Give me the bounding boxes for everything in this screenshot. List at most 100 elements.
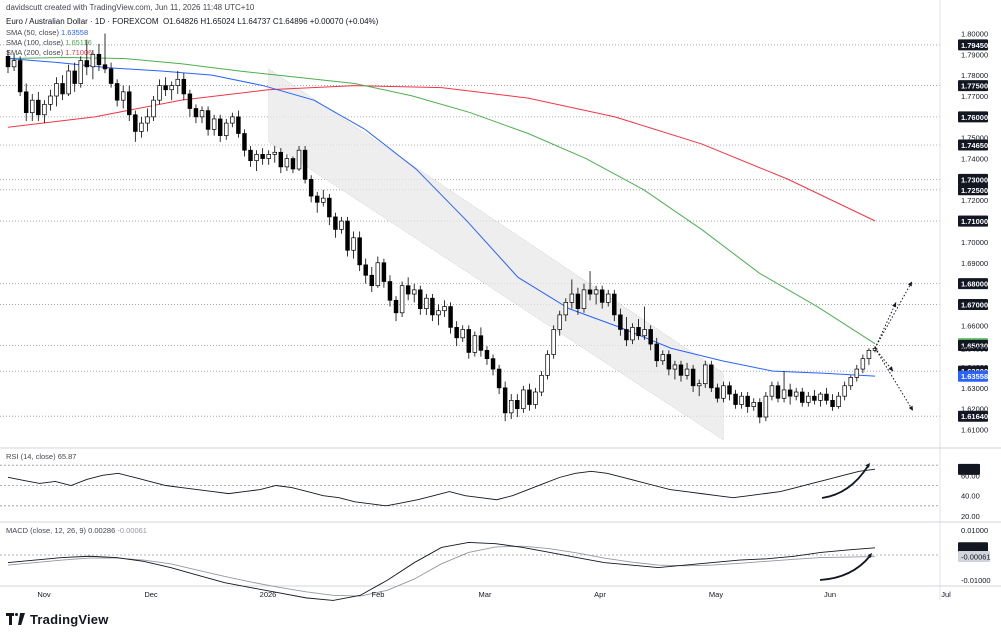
price-tag-1.68000: 1.68000 <box>958 278 988 290</box>
macd-line <box>7 541 876 601</box>
price-tick-label: 1.79000 <box>961 50 988 59</box>
macd-value: 0.00286 <box>88 526 116 535</box>
candle-body <box>217 118 223 136</box>
candle <box>120 85 126 109</box>
sma100-legend[interactable]: SMA (100, close) 1.65116 <box>6 38 92 47</box>
price-tag-1.63558: 1.63558 <box>958 370 988 382</box>
candle-body <box>721 385 726 399</box>
tradingview-logo-text: TradingView <box>30 612 109 627</box>
macd-legend[interactable]: MACD (close, 12, 26, 9) 0.00286 -0.00061 <box>6 526 147 535</box>
price-tag-text: 1.65030 <box>961 342 988 351</box>
candle <box>703 360 708 388</box>
candle <box>460 325 465 342</box>
candle-body <box>248 149 253 161</box>
candle <box>508 394 514 420</box>
candle <box>424 294 429 315</box>
time-label-feb: Feb <box>372 590 385 599</box>
candle <box>175 70 180 94</box>
candle-body <box>436 310 441 316</box>
candle <box>569 279 575 309</box>
candle-body <box>575 293 581 309</box>
candle-body <box>854 368 860 378</box>
candle <box>575 287 581 315</box>
sma200-legend[interactable]: SMA (200, close) 1.71006 <box>6 48 92 57</box>
candle-body <box>460 329 465 339</box>
candle <box>696 379 702 397</box>
candle <box>357 231 362 272</box>
candle-body <box>260 154 265 159</box>
candle-body <box>866 349 872 360</box>
price-tag-box <box>958 410 988 422</box>
candle <box>448 302 453 334</box>
candle-body <box>739 395 744 405</box>
price-tick-label: 1.61000 <box>961 426 988 435</box>
candle-body <box>272 151 277 155</box>
candle <box>278 148 284 174</box>
candle <box>90 50 96 80</box>
candle <box>709 360 714 393</box>
price-tag-text: 1.61640 <box>961 412 988 421</box>
candle-body <box>242 133 247 151</box>
candle-body <box>30 99 35 114</box>
candle <box>375 256 381 288</box>
price-tag-text: 1.76000 <box>961 113 988 122</box>
candle <box>205 106 211 136</box>
candle <box>563 298 569 322</box>
price-tick-label: 1.72000 <box>961 196 988 205</box>
candle <box>781 371 787 403</box>
candle <box>248 146 253 167</box>
rsi-last-box <box>958 463 980 475</box>
candle-body <box>224 122 229 136</box>
candle <box>151 96 156 122</box>
sma50-legend[interactable]: SMA (50, close) 1.63558 <box>6 28 88 37</box>
candle <box>515 394 520 418</box>
candle-body <box>478 335 484 351</box>
candle-body <box>84 60 90 68</box>
candle-body <box>666 354 672 370</box>
candle <box>860 354 866 374</box>
chart-credit: davidscutt created with TradingView.com,… <box>6 3 255 12</box>
price-tick-label: 1.69000 <box>961 259 988 268</box>
candle-body <box>11 60 17 68</box>
candle <box>496 364 502 395</box>
candle-body <box>278 151 284 168</box>
candle <box>314 191 320 213</box>
price-tag-text: 1.74650 <box>961 141 988 150</box>
candle <box>345 216 350 257</box>
candle-body <box>539 374 544 393</box>
candle-body <box>363 264 368 276</box>
candle-body <box>48 95 53 105</box>
candle-body <box>812 395 817 401</box>
rsi-legend[interactable]: RSI (14, close) 65.87 <box>6 452 76 461</box>
candle-body <box>375 262 381 287</box>
candle <box>654 337 659 367</box>
candle-body <box>169 85 174 91</box>
candle-body <box>157 85 162 101</box>
candle <box>108 62 114 88</box>
candle <box>666 350 672 376</box>
candle-body <box>5 56 11 68</box>
macd-tick-0.00286: 0.00286 <box>958 542 988 554</box>
price-tag-text: 1.64896 <box>961 344 988 353</box>
candle-body <box>848 377 853 387</box>
candle-body <box>284 158 290 168</box>
candle <box>193 104 199 124</box>
candle-body <box>490 358 496 370</box>
candle-body <box>430 297 435 316</box>
candle-body <box>96 53 102 66</box>
projection-arrow-head <box>907 281 912 287</box>
candle <box>96 43 102 71</box>
price-tag-box <box>958 215 988 227</box>
candle <box>302 146 308 184</box>
candle <box>405 277 411 301</box>
candle-body <box>266 154 271 159</box>
candle <box>272 146 277 163</box>
candle <box>363 258 368 284</box>
candle <box>78 56 83 88</box>
candle-body <box>551 329 556 355</box>
candle <box>527 383 532 411</box>
candle <box>751 398 756 411</box>
candle-body <box>321 197 326 203</box>
candle-body <box>454 327 459 339</box>
